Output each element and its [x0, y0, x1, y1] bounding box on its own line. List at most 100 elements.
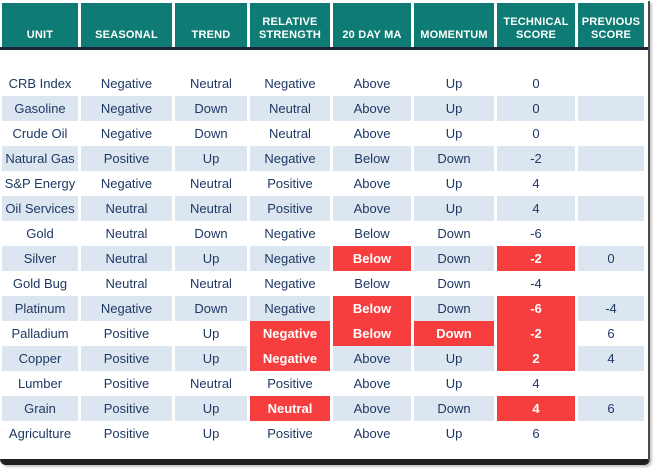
value-cell: 4 [497, 196, 575, 221]
value-cell: Negative [250, 221, 330, 246]
value-cell: Below [333, 146, 411, 171]
value-cell: Negative [250, 321, 330, 346]
column-header-relative-strength: RELATIVE STRENGTH [250, 3, 330, 47]
value-cell: Positive [81, 421, 172, 446]
unit-cell: Gold Bug [2, 271, 78, 296]
value-cell: Down [414, 396, 494, 421]
value-cell: Below [333, 321, 411, 346]
value-cell: Positive [81, 146, 172, 171]
value-cell [578, 171, 644, 196]
value-cell: Above [333, 371, 411, 396]
value-cell: Neutral [250, 96, 330, 121]
value-cell: Down [414, 146, 494, 171]
value-cell: Positive [81, 371, 172, 396]
value-cell [578, 421, 644, 446]
value-cell [578, 121, 644, 146]
value-cell: -2 [497, 246, 575, 271]
value-cell: Neutral [175, 371, 247, 396]
value-cell: Above [333, 421, 411, 446]
value-cell: Up [175, 246, 247, 271]
value-cell: Negative [81, 296, 172, 321]
column-header-momentum: MOMENTUM [414, 3, 494, 47]
value-cell: Below [333, 246, 411, 271]
value-cell: Down [414, 321, 494, 346]
value-cell: Up [414, 71, 494, 96]
value-cell: Up [414, 371, 494, 396]
value-cell: Negative [81, 71, 172, 96]
value-cell: 4 [497, 371, 575, 396]
unit-cell: Crude Oil [2, 121, 78, 146]
column-header-20-day-ma: 20 DAY MA [333, 3, 411, 47]
value-cell: Positive [250, 171, 330, 196]
column-header-unit: UNIT [2, 3, 78, 47]
value-cell: 0 [497, 96, 575, 121]
technical-scores-table: UNIT SEASONAL TREND RELATIVE STRENGTH 20… [0, 3, 648, 459]
value-cell: -6 [497, 221, 575, 246]
value-cell: Above [333, 121, 411, 146]
unit-cell: Agriculture [2, 421, 78, 446]
value-cell: Up [414, 196, 494, 221]
value-cell: Negative [81, 121, 172, 146]
value-cell: 2 [497, 346, 575, 371]
value-cell: Neutral [250, 121, 330, 146]
value-cell: -4 [578, 296, 644, 321]
value-cell: 0 [497, 71, 575, 96]
column-header-technical-score: TECHNICAL SCORE [497, 3, 575, 47]
value-cell: Above [333, 171, 411, 196]
column-header-trend: TREND [175, 3, 247, 47]
unit-cell: Silver [2, 246, 78, 271]
value-cell: Up [414, 421, 494, 446]
value-cell: Up [414, 96, 494, 121]
value-cell: 4 [497, 171, 575, 196]
column-header-previous-score: PREVIOUS SCORE [578, 3, 644, 47]
value-cell: Negative [250, 246, 330, 271]
value-cell [578, 71, 644, 96]
value-cell: 6 [497, 421, 575, 446]
value-cell: Up [414, 121, 494, 146]
value-cell: Neutral [81, 271, 172, 296]
value-cell [578, 146, 644, 171]
value-cell: Up [414, 171, 494, 196]
value-cell: -6 [497, 296, 575, 321]
value-cell: Up [175, 346, 247, 371]
value-cell: Negative [81, 96, 172, 121]
value-cell: -2 [497, 146, 575, 171]
value-cell: Positive [250, 196, 330, 221]
value-cell: Positive [81, 396, 172, 421]
value-cell: Positive [81, 321, 172, 346]
column-header-seasonal: SEASONAL [81, 3, 172, 47]
unit-cell: Grain [2, 396, 78, 421]
value-cell [578, 221, 644, 246]
value-cell: 6 [578, 396, 644, 421]
value-cell: -2 [497, 321, 575, 346]
value-cell: Neutral [175, 196, 247, 221]
value-cell: Up [414, 346, 494, 371]
value-cell: 0 [578, 246, 644, 271]
value-cell: Below [333, 221, 411, 246]
value-cell: Neutral [81, 221, 172, 246]
value-cell [578, 196, 644, 221]
value-cell: Positive [81, 346, 172, 371]
value-cell: Up [175, 421, 247, 446]
header-divider [0, 47, 648, 50]
value-cell: 6 [578, 321, 644, 346]
value-cell: Neutral [175, 171, 247, 196]
value-cell: Down [175, 296, 247, 321]
value-cell: Down [414, 221, 494, 246]
value-cell: Down [175, 221, 247, 246]
unit-cell: Palladium [2, 321, 78, 346]
value-cell [578, 271, 644, 296]
value-cell: Above [333, 346, 411, 371]
value-cell: -4 [497, 271, 575, 296]
value-cell: Up [175, 396, 247, 421]
value-cell: Above [333, 71, 411, 96]
unit-cell: S&P Energy [2, 171, 78, 196]
value-cell: Negative [250, 271, 330, 296]
value-cell: Negative [250, 71, 330, 96]
value-cell: Down [175, 121, 247, 146]
value-cell: Below [333, 296, 411, 321]
value-cell: Neutral [175, 271, 247, 296]
value-cell: Neutral [175, 71, 247, 96]
value-cell: Down [175, 96, 247, 121]
